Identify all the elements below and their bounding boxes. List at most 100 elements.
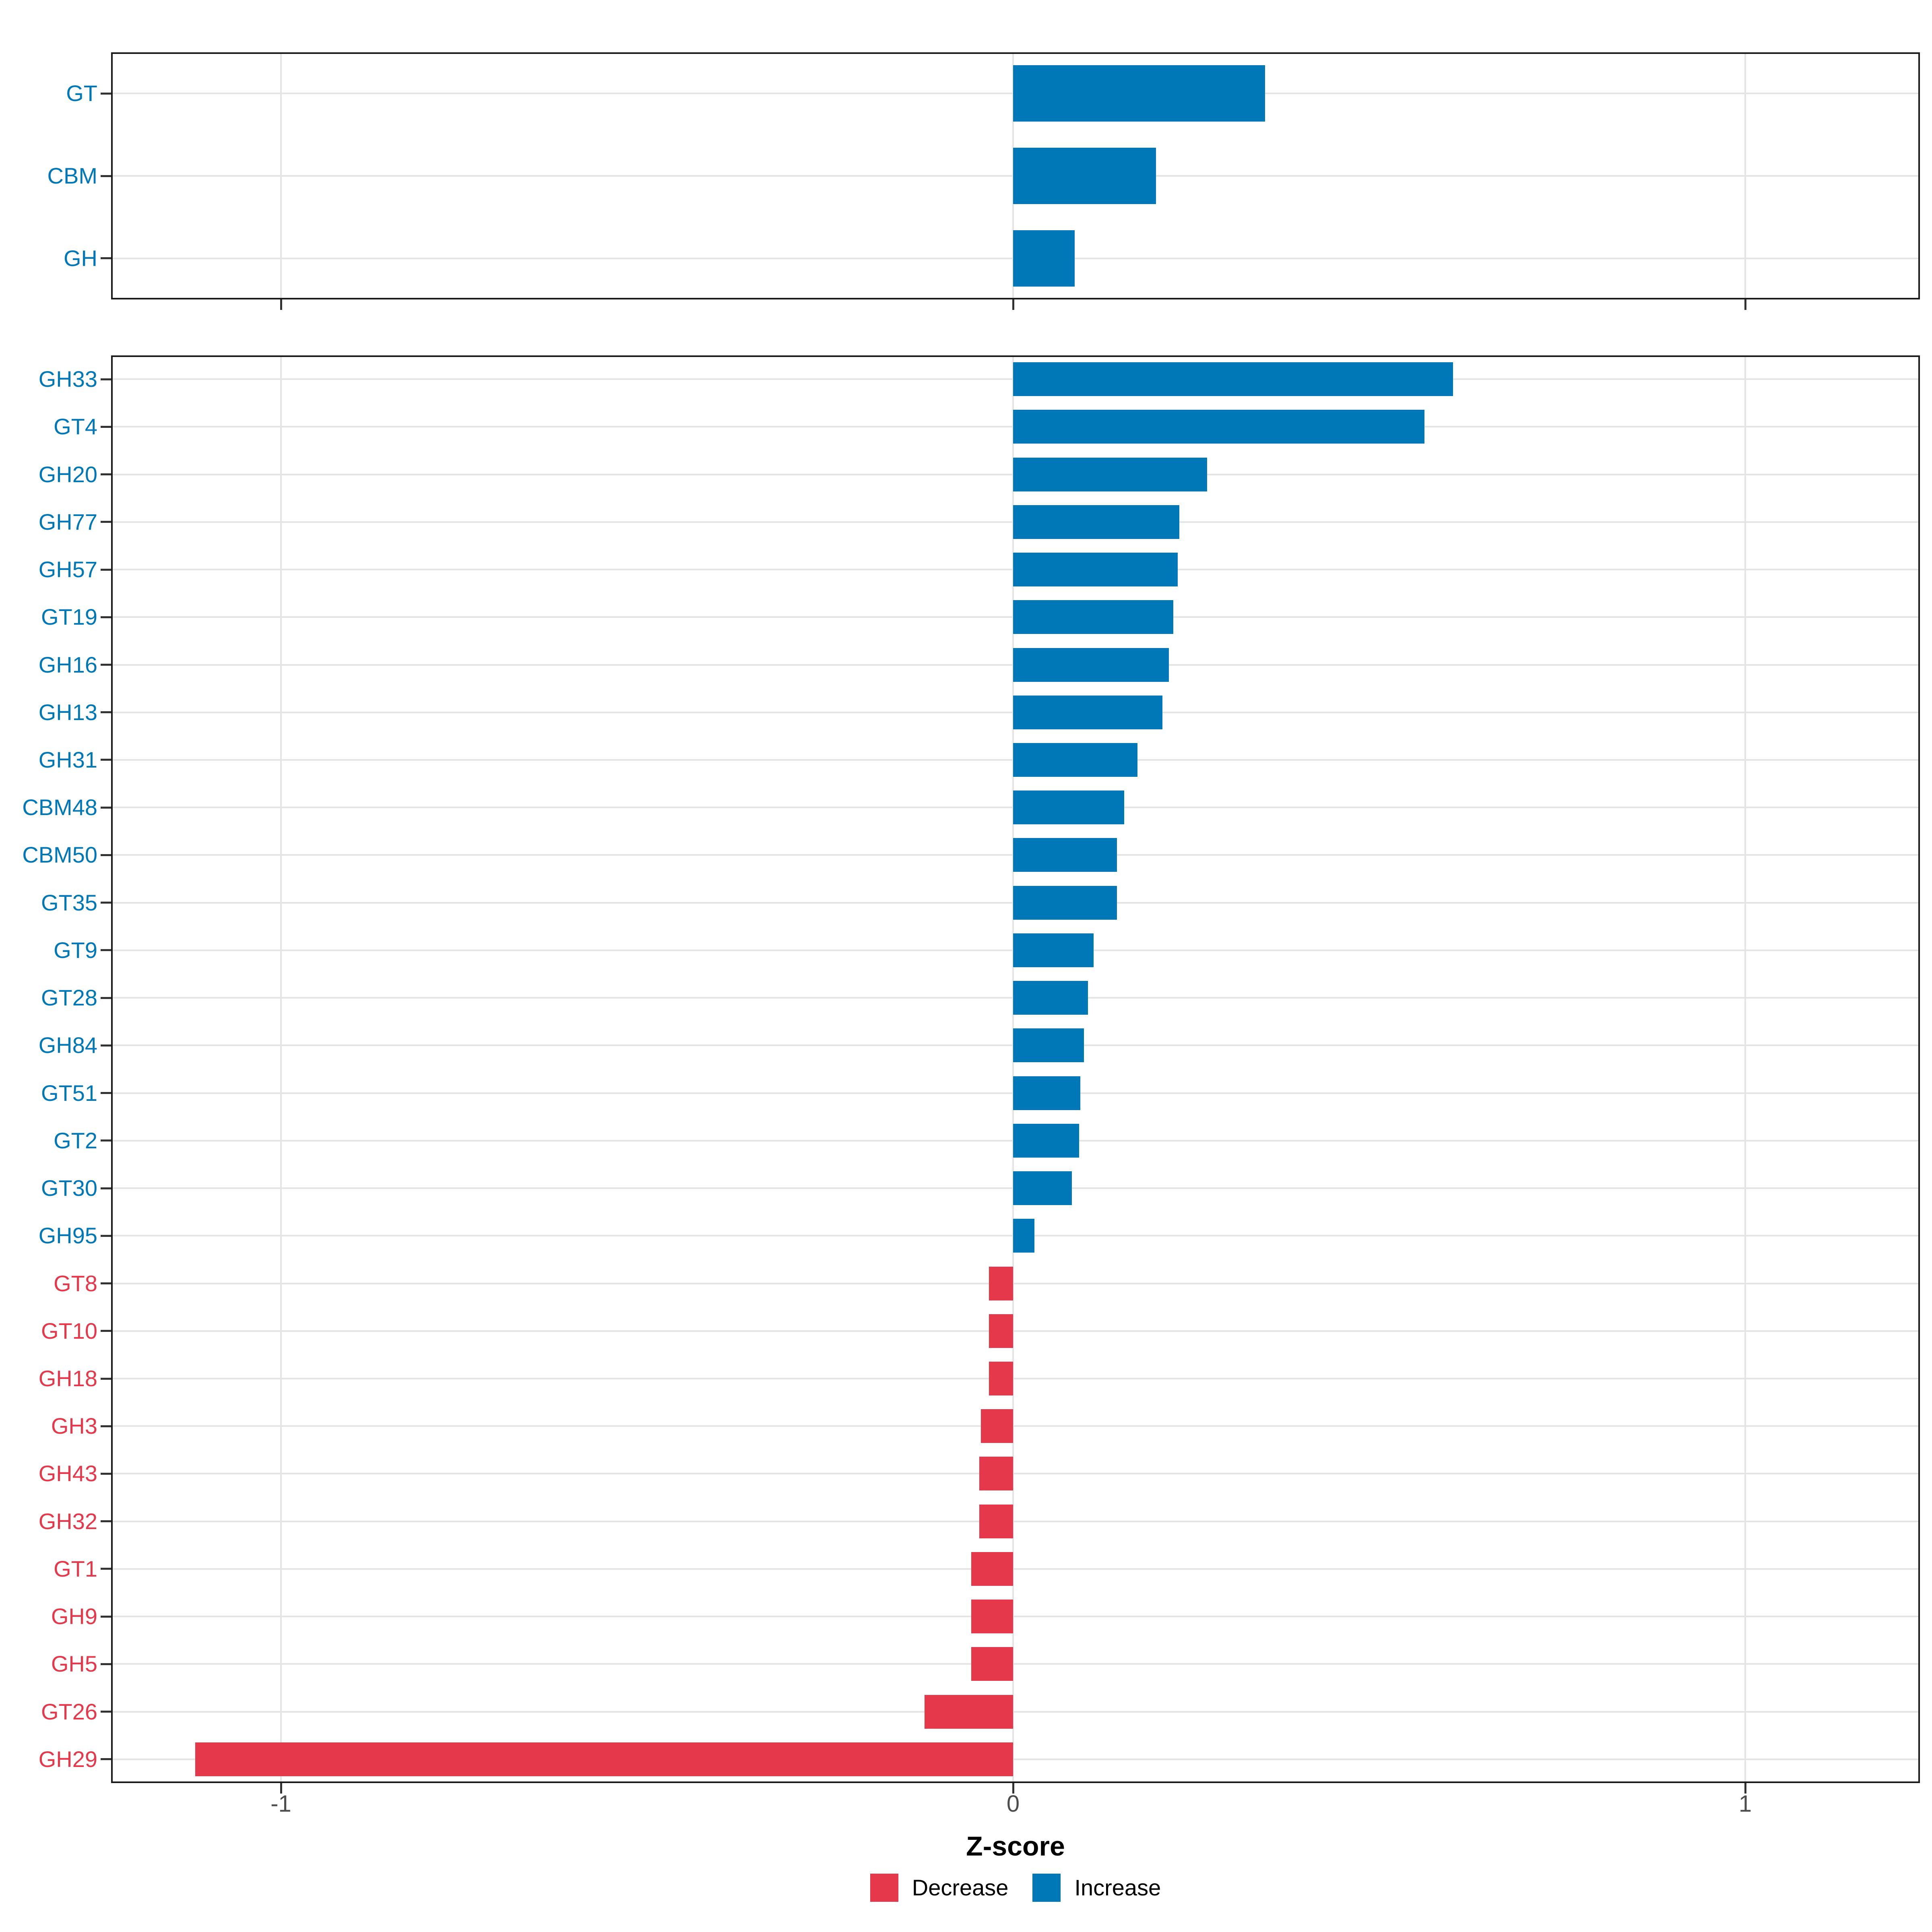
gridline-horizontal bbox=[111, 1520, 1920, 1522]
bar-GT9 bbox=[1013, 933, 1094, 967]
y-tick-CBM bbox=[101, 175, 111, 177]
y-tick-GH13 bbox=[101, 711, 111, 714]
category-label-GH16: GH16 bbox=[38, 652, 97, 677]
category-label-GH: GH bbox=[64, 245, 97, 271]
y-tick-GT bbox=[101, 92, 111, 95]
gridline-vertical bbox=[1012, 355, 1014, 1783]
y-tick-GH77 bbox=[101, 521, 111, 523]
y-tick-GH bbox=[101, 257, 111, 260]
category-label-GT51: GT51 bbox=[41, 1080, 97, 1106]
category-label-GT19: GT19 bbox=[41, 604, 97, 630]
bar-CBM48 bbox=[1013, 791, 1125, 825]
y-tick-GH5 bbox=[101, 1663, 111, 1665]
bar-GH77 bbox=[1013, 505, 1179, 539]
increase-swatch-icon bbox=[1032, 1874, 1061, 1902]
y-tick-GH57 bbox=[101, 568, 111, 571]
category-label-GH57: GH57 bbox=[38, 557, 97, 582]
y-tick-GT10 bbox=[101, 1330, 111, 1332]
bar-GH3 bbox=[980, 1409, 1013, 1443]
bar-GH84 bbox=[1013, 1028, 1084, 1063]
gridline-horizontal bbox=[111, 1711, 1920, 1713]
bar-CBM50 bbox=[1013, 838, 1117, 872]
category-label-GT4: GT4 bbox=[54, 414, 97, 440]
bar-GT28 bbox=[1013, 981, 1088, 1015]
bar-GH13 bbox=[1013, 695, 1163, 729]
gridline-horizontal bbox=[111, 1568, 1920, 1570]
bar-GT4 bbox=[1013, 410, 1425, 444]
x-tick-families-0 bbox=[1012, 1783, 1014, 1794]
x-tick-summary-1 bbox=[1744, 299, 1746, 310]
category-label-CBM50: CBM50 bbox=[22, 842, 97, 868]
category-label-GH13: GH13 bbox=[38, 699, 97, 725]
bar-GH bbox=[1013, 230, 1075, 287]
bar-GT51 bbox=[1013, 1076, 1081, 1110]
x-tick-label--1: -1 bbox=[270, 1791, 291, 1817]
bar-GT bbox=[1013, 65, 1265, 122]
bar-GH95 bbox=[1013, 1219, 1034, 1253]
gridline-vertical bbox=[1744, 355, 1746, 1783]
bar-GT35 bbox=[1013, 886, 1117, 920]
legend-increase-label: Increase bbox=[1074, 1875, 1161, 1900]
bar-GH33 bbox=[1013, 362, 1453, 396]
bar-GT2 bbox=[1013, 1123, 1079, 1158]
y-tick-GH18 bbox=[101, 1377, 111, 1380]
gridline-horizontal bbox=[111, 1473, 1920, 1475]
category-label-GT2: GT2 bbox=[54, 1127, 97, 1153]
y-tick-GT2 bbox=[101, 1139, 111, 1142]
bar-GT26 bbox=[924, 1695, 1013, 1729]
bar-GH32 bbox=[979, 1504, 1013, 1538]
category-label-GT35: GT35 bbox=[41, 890, 97, 915]
gridline-horizontal bbox=[111, 1330, 1920, 1332]
bar-GH29 bbox=[195, 1742, 1013, 1776]
category-label-GH33: GH33 bbox=[38, 366, 97, 392]
category-label-CBM48: CBM48 bbox=[22, 795, 97, 820]
category-label-GH20: GH20 bbox=[38, 461, 97, 487]
category-label-GH5: GH5 bbox=[51, 1651, 97, 1677]
y-tick-CBM50 bbox=[101, 854, 111, 856]
decrease-swatch-icon bbox=[870, 1874, 898, 1902]
x-tick-label-1: 1 bbox=[1738, 1791, 1752, 1817]
gridline-horizontal bbox=[111, 1425, 1920, 1427]
bar-GH20 bbox=[1013, 457, 1208, 491]
category-label-GT10: GT10 bbox=[41, 1318, 97, 1344]
x-tick-label-0: 0 bbox=[1006, 1791, 1020, 1817]
category-label-GH3: GH3 bbox=[51, 1413, 97, 1439]
bar-GT19 bbox=[1013, 600, 1174, 634]
bar-GH18 bbox=[989, 1362, 1013, 1396]
bar-GH31 bbox=[1013, 743, 1138, 777]
category-label-GH95: GH95 bbox=[38, 1223, 97, 1249]
y-tick-GT4 bbox=[101, 425, 111, 428]
category-label-GT28: GT28 bbox=[41, 985, 97, 1011]
y-tick-GH29 bbox=[101, 1758, 111, 1761]
category-label-GH29: GH29 bbox=[38, 1746, 97, 1772]
category-label-GT9: GT9 bbox=[54, 937, 97, 963]
bar-GH5 bbox=[971, 1647, 1013, 1681]
gridline-horizontal bbox=[111, 1616, 1920, 1618]
gridline-horizontal bbox=[111, 1663, 1920, 1665]
category-label-GH77: GH77 bbox=[38, 509, 97, 535]
category-label-GT1: GT1 bbox=[54, 1556, 97, 1581]
category-label-GH9: GH9 bbox=[51, 1604, 97, 1629]
gridline-horizontal bbox=[111, 1378, 1920, 1380]
legend-item-decrease: Decrease bbox=[870, 1874, 1008, 1902]
x-tick-summary-0 bbox=[1012, 299, 1014, 310]
y-tick-GH20 bbox=[101, 473, 111, 476]
x-tick-summary--1 bbox=[280, 299, 282, 310]
y-tick-GH43 bbox=[101, 1472, 111, 1475]
x-axis-title: Z-score bbox=[966, 1831, 1065, 1862]
bar-GH57 bbox=[1013, 553, 1178, 587]
bar-GT8 bbox=[989, 1266, 1013, 1300]
y-tick-GH9 bbox=[101, 1615, 111, 1618]
category-label-CBM: CBM bbox=[47, 163, 97, 188]
y-tick-CBM48 bbox=[101, 806, 111, 809]
category-label-GT26: GT26 bbox=[41, 1699, 97, 1724]
gridline-horizontal bbox=[111, 1758, 1920, 1760]
y-tick-GT9 bbox=[101, 949, 111, 952]
category-label-GH31: GH31 bbox=[38, 747, 97, 772]
y-tick-GT26 bbox=[101, 1711, 111, 1713]
y-tick-GT30 bbox=[101, 1187, 111, 1189]
y-tick-GH31 bbox=[101, 759, 111, 761]
y-tick-GH95 bbox=[101, 1234, 111, 1237]
bar-GH9 bbox=[971, 1600, 1013, 1634]
category-label-GH32: GH32 bbox=[38, 1508, 97, 1534]
